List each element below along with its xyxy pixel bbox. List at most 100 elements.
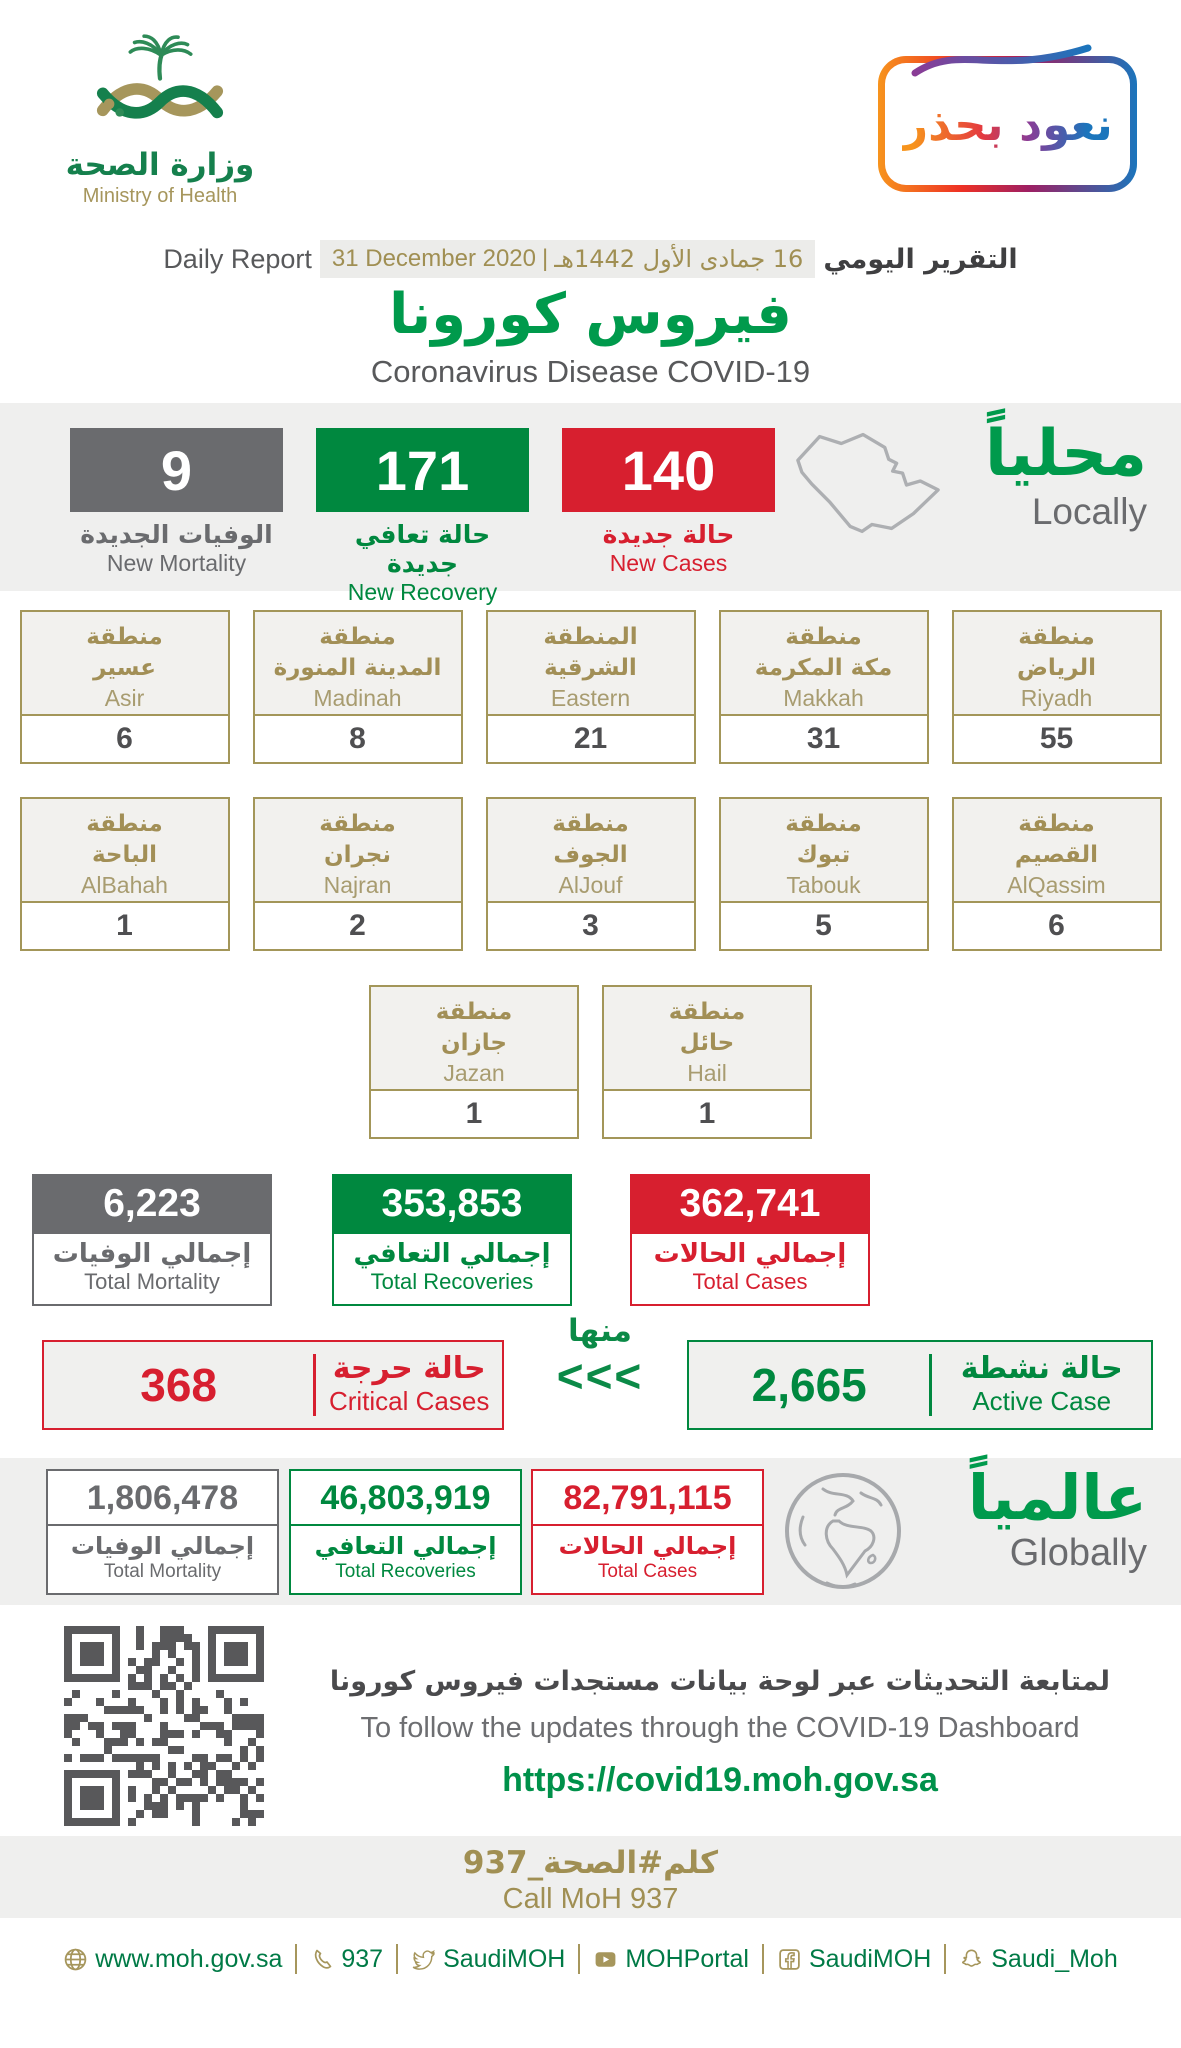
dashboard-line-en: To follow the updates through the COVID-… [360, 1712, 1080, 1744]
footer-facebook-link[interactable]: SaudiMOH [777, 1945, 931, 1974]
footer-youtube-link[interactable]: MOHPortal [593, 1945, 749, 1974]
new-mortality-label-ar: الوفيات الجديدة [80, 520, 273, 549]
report-date-line: التقرير اليومي 31 December 2020 | 16 جما… [0, 240, 1181, 278]
region-en: Madinah [313, 685, 402, 712]
region-value: 1 [116, 909, 133, 942]
critical-cases-box: 368 حالة حرجة Critical Cases [42, 1340, 504, 1430]
global-mortality-value: 1,806,478 [48, 1471, 277, 1526]
return-with-caution-badge: نعود بحذر [878, 44, 1137, 192]
region-ar1: منطقة [319, 811, 396, 837]
footer-separator [396, 1944, 399, 1974]
global-cases-label-en: Total Cases [597, 1561, 698, 1582]
region-ar2: حائل [679, 1030, 735, 1057]
locally-label: محلياً Locally [985, 419, 1147, 533]
date-separator: | [542, 245, 549, 272]
region-value: 6 [1048, 909, 1065, 942]
footer-separator [944, 1944, 947, 1974]
region-en: Jazan [443, 1060, 505, 1087]
footer-twitter-link[interactable]: SaudiMOH [411, 1945, 565, 1974]
region-value: 2 [349, 909, 366, 942]
badge-inner: نعود بحذر [885, 63, 1130, 185]
footer-twitter-label: SaudiMOH [443, 1944, 566, 1973]
call-moh-section: كلم#الصحة_937 Call MoH 937 [0, 1836, 1181, 1918]
active-cases-value: 2,665 [751, 1359, 867, 1411]
badge-label: نعود بحذر [902, 97, 1113, 151]
new-mortality-value: 9 [70, 428, 283, 512]
region-value: 1 [465, 1097, 483, 1130]
footer-phone-link[interactable]: 937 [310, 1945, 383, 1974]
region-en: AlQassim [1007, 872, 1106, 899]
global-cases-box: 82,791,115 إجمالي الحالات Total Cases [531, 1469, 764, 1595]
footer-youtube-label: MOHPortal [625, 1944, 749, 1973]
badge-swoosh [911, 44, 1092, 77]
new-mortality-stat: 9 الوفيات الجديدة New Mortality [70, 428, 283, 633]
moh-name-english: Ministry of Health [82, 185, 238, 207]
total-mortality-label-ar: إجمالي الوفيات [52, 1239, 252, 1269]
locally-label-ar: محلياً [984, 417, 1147, 491]
dashboard-line-ar: لمتابعة التحديثات عبر لوحة بيانات مستجدا… [329, 1666, 1111, 1697]
region-en: Eastern [550, 685, 631, 712]
footer-snapchat-link[interactable]: Saudi_Moh [959, 1945, 1118, 1974]
region-box-jazan: منطقة جازان Jazan 1 [369, 985, 579, 1139]
new-cases-label-ar: حالة جديدة [602, 520, 735, 549]
region-value: 1 [698, 1097, 716, 1130]
region-box-eastern: المنطقة الشرقية Eastern 21 [485, 610, 696, 764]
locally-stats: 9 الوفيات الجديدة New Mortality 171 حالة… [70, 428, 775, 633]
page-title-arabic: فيروس كورونا [389, 282, 792, 347]
region-ar2: عسير [93, 655, 156, 682]
region-ar1: منطقة [319, 624, 396, 650]
region-value: 21 [573, 722, 608, 755]
total-cases-value: 362,741 [630, 1174, 870, 1234]
region-value: 31 [806, 722, 841, 755]
region-row-3: منطقة جازان Jazan 1 منطقة حائل Hail 1 [0, 985, 1181, 1139]
footer-phone-label: 937 [341, 1944, 384, 1973]
region-box-hail: منطقة حائل Hail 1 [602, 985, 812, 1139]
total-cases-label-ar: إجمالي الحالات [653, 1239, 847, 1269]
call-moh-en: Call MoH 937 [502, 1883, 679, 1915]
active-label-ar: حالة نشطة [960, 1350, 1123, 1386]
locally-section: 9 الوفيات الجديدة New Mortality 171 حالة… [0, 403, 1181, 632]
region-box-asir: منطقة عسير Asir 6 [19, 610, 230, 764]
region-ar2: تبوك [796, 842, 851, 869]
region-box-albahah: منطقة الباحة AlBahah 1 [19, 797, 230, 951]
global-mortality-label-en: Total Mortality [103, 1561, 222, 1582]
region-box-riyadh: منطقة الرياض Riyadh 55 [951, 610, 1162, 764]
critical-cases-value: 368 [140, 1359, 218, 1411]
footer-website-label: www.moh.gov.sa [95, 1944, 283, 1973]
active-cases-box: 2,665 حالة نشطة Active Case [687, 1340, 1153, 1430]
new-cases-value: 140 [562, 428, 775, 512]
global-recoveries-box: 46,803,919 إجمالي التعافي Total Recoveri… [289, 1469, 522, 1595]
region-ar1: منطقة [785, 624, 862, 650]
total-recoveries-label-ar: إجمالي التعافي [353, 1239, 551, 1269]
locally-label-en: Locally [1031, 491, 1147, 533]
globe-icon [785, 1473, 901, 1589]
globally-label: عالمياً Globally [968, 1463, 1147, 1575]
new-recovery-label-ar: حالة تعافي جديدة [354, 520, 491, 578]
active-divider [929, 1354, 933, 1416]
total-cases-label-en: Total Cases [692, 1269, 808, 1294]
dashboard-info: لمتابعة التحديثات عبر لوحة بيانات مستجدا… [280, 1666, 1160, 1800]
region-ar2: الباحة [91, 842, 158, 869]
global-recoveries-value: 46,803,919 [291, 1471, 520, 1526]
global-cases-label-ar: إجمالي الحالات [558, 1532, 737, 1560]
region-en: AlBahah [81, 872, 168, 899]
report-title-ar: التقرير اليومي [823, 243, 1018, 275]
region-en: Makkah [783, 685, 864, 712]
of-which-indicator: منها <<< [540, 1313, 660, 1404]
page-title-english: Coronavirus Disease COVID-19 [370, 354, 811, 389]
total-mortality-value: 6,223 [32, 1174, 272, 1234]
region-en: AlJouf [558, 872, 623, 899]
global-mortality-box: 1,806,478 إجمالي الوفيات Total Mortality [46, 1469, 279, 1595]
critical-divider [313, 1354, 317, 1416]
region-en: Tabouk [786, 872, 861, 899]
region-ar1: منطقة [668, 999, 746, 1025]
region-ar1: منطقة [86, 811, 163, 837]
new-recovery-stat: 171 حالة تعافي جديدة New Recovery Cases [316, 428, 529, 633]
facebook-icon [779, 1948, 800, 1970]
dashboard-url-link[interactable]: https://covid19.moh.gov.sa [502, 1761, 938, 1799]
footer-separator [578, 1944, 581, 1974]
footer-links: www.moh.gov.sa 937 SaudiMOH MOHPortal Sa… [0, 1944, 1181, 1974]
total-cases-box: 362,741 إجمالي الحالات Total Cases [630, 1174, 870, 1306]
total-recoveries-box: 353,853 إجمالي التعافي Total Recoveries [332, 1174, 572, 1306]
footer-website-link[interactable]: www.moh.gov.sa [63, 1945, 282, 1974]
